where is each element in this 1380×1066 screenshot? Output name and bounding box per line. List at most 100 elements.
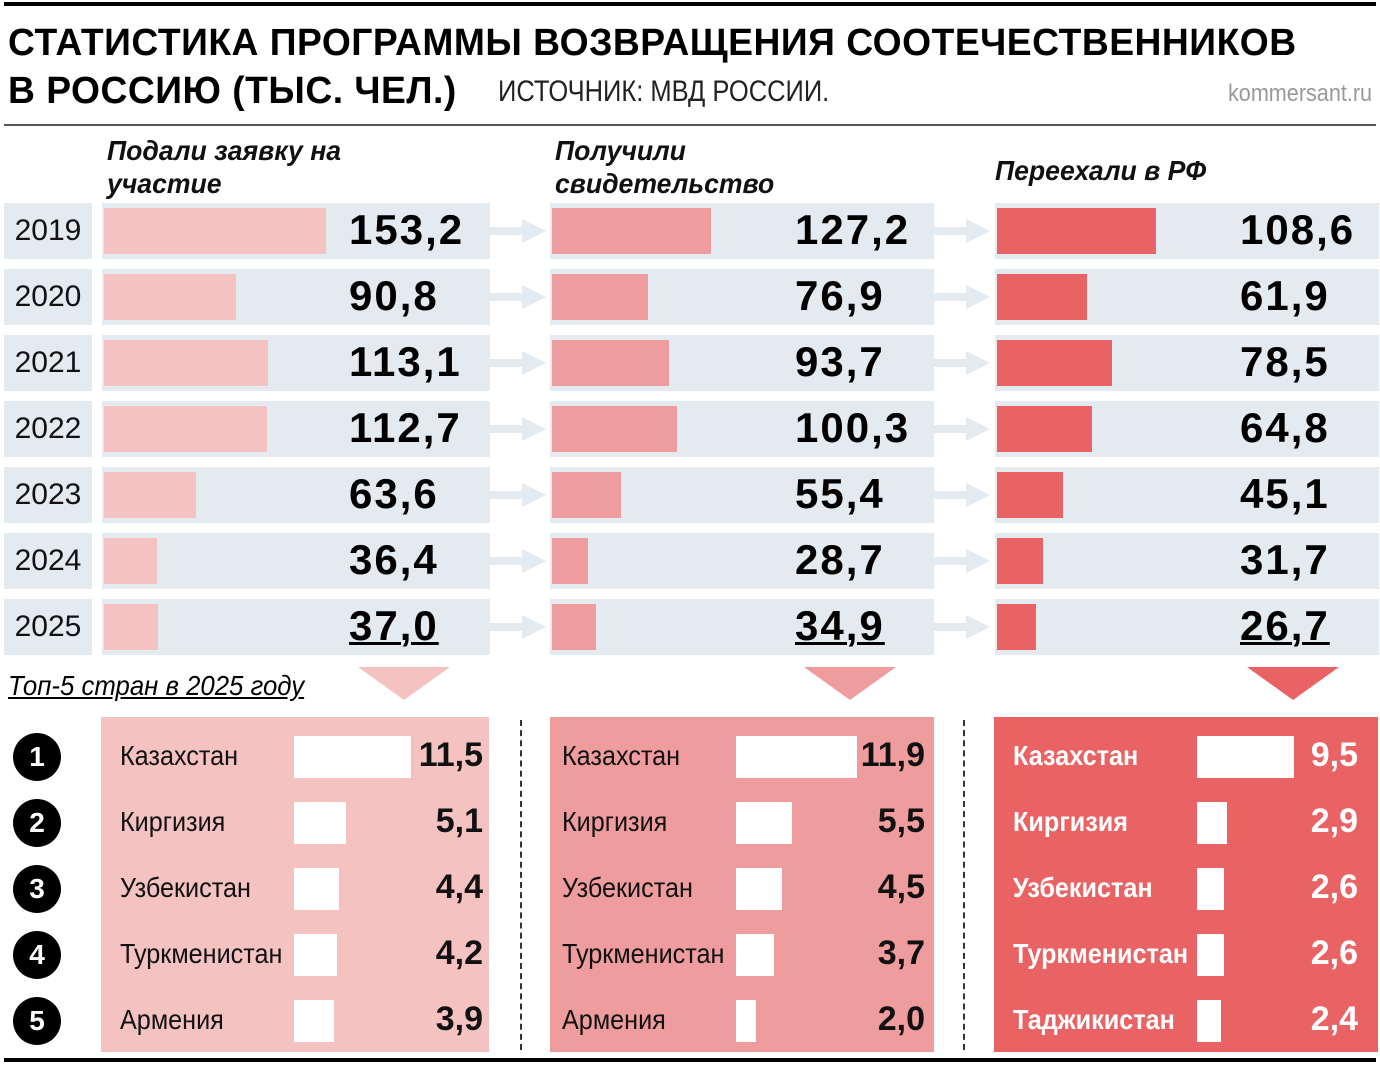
row-background	[550, 599, 934, 655]
title-line-1: СТАТИСТИКА ПРОГРАММЫ ВОЗВРАЩЕНИЯ СООТЕЧЕ…	[8, 22, 1297, 64]
country-bar	[1197, 868, 1224, 910]
bar-2025-s0	[104, 604, 158, 650]
country-bar	[736, 802, 793, 844]
arrow-icon	[934, 351, 990, 375]
arrow-icon	[490, 285, 546, 309]
bar-2022-s2	[997, 406, 1092, 452]
arrow-icon	[934, 549, 990, 573]
country-bar	[294, 1000, 334, 1042]
column-header-applied: Подали заявку на участие	[107, 135, 342, 199]
arrow-icon	[490, 483, 546, 507]
bar-2025-s2	[997, 604, 1036, 650]
year-label: 2025	[4, 599, 92, 655]
country-name: Туркменистан	[120, 938, 283, 969]
value-label: 78,5	[1240, 338, 1330, 385]
country-value: 4,2	[435, 934, 483, 972]
country-name: Казахстан	[120, 740, 239, 771]
row-background	[550, 533, 934, 589]
row-background	[995, 533, 1379, 589]
country-name: Киргизия	[562, 806, 668, 837]
country-value: 11,9	[860, 736, 925, 774]
dotted-separator	[963, 720, 965, 1050]
top5-panel	[994, 717, 1378, 1052]
country-value: 11,5	[418, 736, 483, 774]
value-label: 64,8	[1240, 404, 1330, 451]
arrow-icon	[490, 219, 546, 243]
bar-2020-s0	[104, 274, 236, 320]
country-name: Киргизия	[1013, 806, 1128, 837]
country-value: 3,9	[435, 1000, 483, 1038]
country-value: 2,9	[1310, 802, 1358, 840]
value-label: 31,7	[1240, 536, 1330, 583]
dotted-separator	[520, 720, 522, 1050]
bar-2024-s2	[997, 538, 1044, 584]
country-name: Киргизия	[120, 806, 226, 837]
arrow-icon	[934, 615, 990, 639]
country-name: Казахстан	[1013, 740, 1139, 771]
country-bar	[1197, 736, 1294, 778]
country-value: 5,5	[877, 802, 925, 840]
bar-2020-s2	[997, 274, 1088, 320]
value-label: 93,7	[795, 338, 885, 385]
year-label: 2021	[4, 335, 92, 391]
country-value: 2,4	[1310, 1000, 1358, 1038]
country-name: Казахстан	[562, 740, 681, 771]
value-label: 112,7	[349, 404, 462, 451]
arrow-icon	[490, 615, 546, 639]
value-label: 100,3	[795, 404, 911, 451]
value-label: 63,6	[349, 470, 439, 517]
value-label: 108,6	[1240, 206, 1356, 253]
country-bar	[1197, 802, 1227, 844]
country-bar	[294, 736, 412, 778]
value-label: 55,4	[795, 470, 885, 517]
bar-2021-s2	[997, 340, 1112, 386]
top5-title: Топ-5 стран в 2025 году	[8, 670, 305, 701]
value-label: 28,7	[795, 536, 885, 583]
country-value: 2,6	[1310, 934, 1358, 972]
row-background	[102, 533, 490, 589]
country-name: Армения	[562, 1004, 666, 1035]
value-label: 34,9	[795, 602, 885, 649]
value-label: 45,1	[1240, 470, 1330, 517]
country-name: Армения	[120, 1004, 224, 1035]
country-bar	[1197, 934, 1224, 976]
value-label: 153,2	[349, 206, 465, 253]
country-bar	[294, 934, 337, 976]
country-bar	[736, 868, 782, 910]
down-arrow-icon	[358, 667, 450, 700]
row-background	[995, 599, 1379, 655]
arrow-icon	[490, 351, 546, 375]
arrow-icon	[934, 219, 990, 243]
rank-badge: 3	[13, 865, 61, 913]
rank-badge: 2	[13, 799, 61, 847]
year-label: 2023	[4, 467, 92, 523]
bar-2022-s1	[552, 406, 678, 452]
down-arrow-icon	[1247, 667, 1339, 700]
bar-2021-s1	[552, 340, 670, 386]
down-arrow-icon	[804, 667, 896, 700]
country-value: 4,5	[877, 868, 925, 906]
arrow-icon	[934, 417, 990, 441]
value-label: 26,7	[1240, 602, 1330, 649]
bar-2022-s0	[104, 406, 268, 452]
country-name: Туркменистан	[1013, 938, 1189, 969]
value-label: 36,4	[349, 536, 439, 583]
row-background	[102, 599, 490, 655]
bar-2023-s0	[104, 472, 197, 518]
bar-2019-s2	[997, 208, 1156, 254]
column-header-moved: Переехали в РФ	[995, 155, 1207, 186]
value-label: 113,1	[349, 338, 462, 385]
country-name: Узбекистан	[120, 872, 251, 903]
arrow-icon	[490, 549, 546, 573]
country-name: Туркменистан	[562, 938, 725, 969]
value-label: 127,2	[795, 206, 911, 253]
arrow-icon	[934, 483, 990, 507]
country-bar	[294, 868, 339, 910]
value-label: 90,8	[349, 272, 439, 319]
country-bar	[1197, 1000, 1222, 1042]
year-label: 2020	[4, 269, 92, 325]
country-value: 2,6	[1310, 868, 1358, 906]
arrow-icon	[490, 417, 546, 441]
bar-2021-s0	[104, 340, 268, 386]
